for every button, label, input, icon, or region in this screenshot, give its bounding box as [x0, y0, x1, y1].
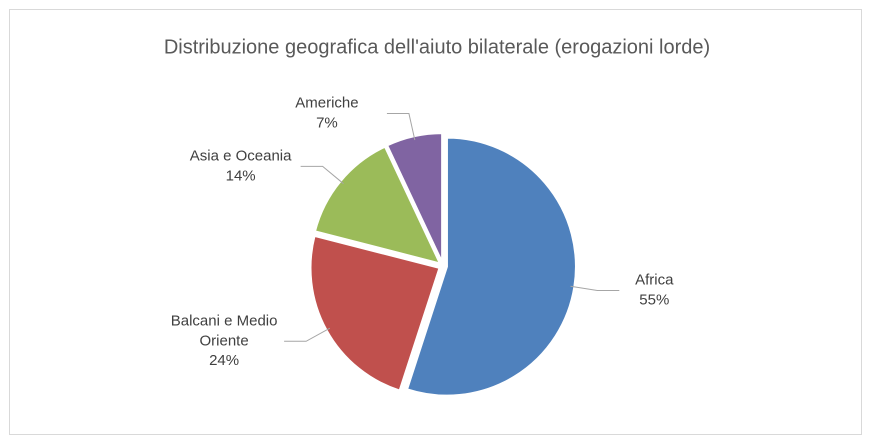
data-label-value: 24% — [209, 352, 239, 369]
data-label-name: Balcani e Medio Oriente — [171, 312, 278, 349]
data-label-name: Asia e Oceania — [190, 147, 292, 164]
label-line: Americhe — [295, 95, 358, 112]
leader-line — [386, 113, 416, 141]
data-label-value: 7% — [316, 115, 338, 132]
leader-line — [300, 165, 344, 185]
label-line: Balcani e Medio — [171, 312, 278, 329]
label-line: Asia e Oceania — [190, 147, 292, 164]
label-line: Africa — [635, 271, 674, 288]
data-label-value: 55% — [639, 291, 669, 308]
data-label-name: Africa — [635, 271, 674, 288]
data-label-name: Americhe — [295, 95, 358, 112]
label-line: Oriente — [200, 332, 249, 349]
data-label-value: 14% — [226, 167, 256, 184]
leader-line — [284, 327, 331, 342]
chart-title: Distribuzione geografica dell'aiuto bila… — [164, 36, 710, 58]
leader-line — [570, 285, 620, 291]
